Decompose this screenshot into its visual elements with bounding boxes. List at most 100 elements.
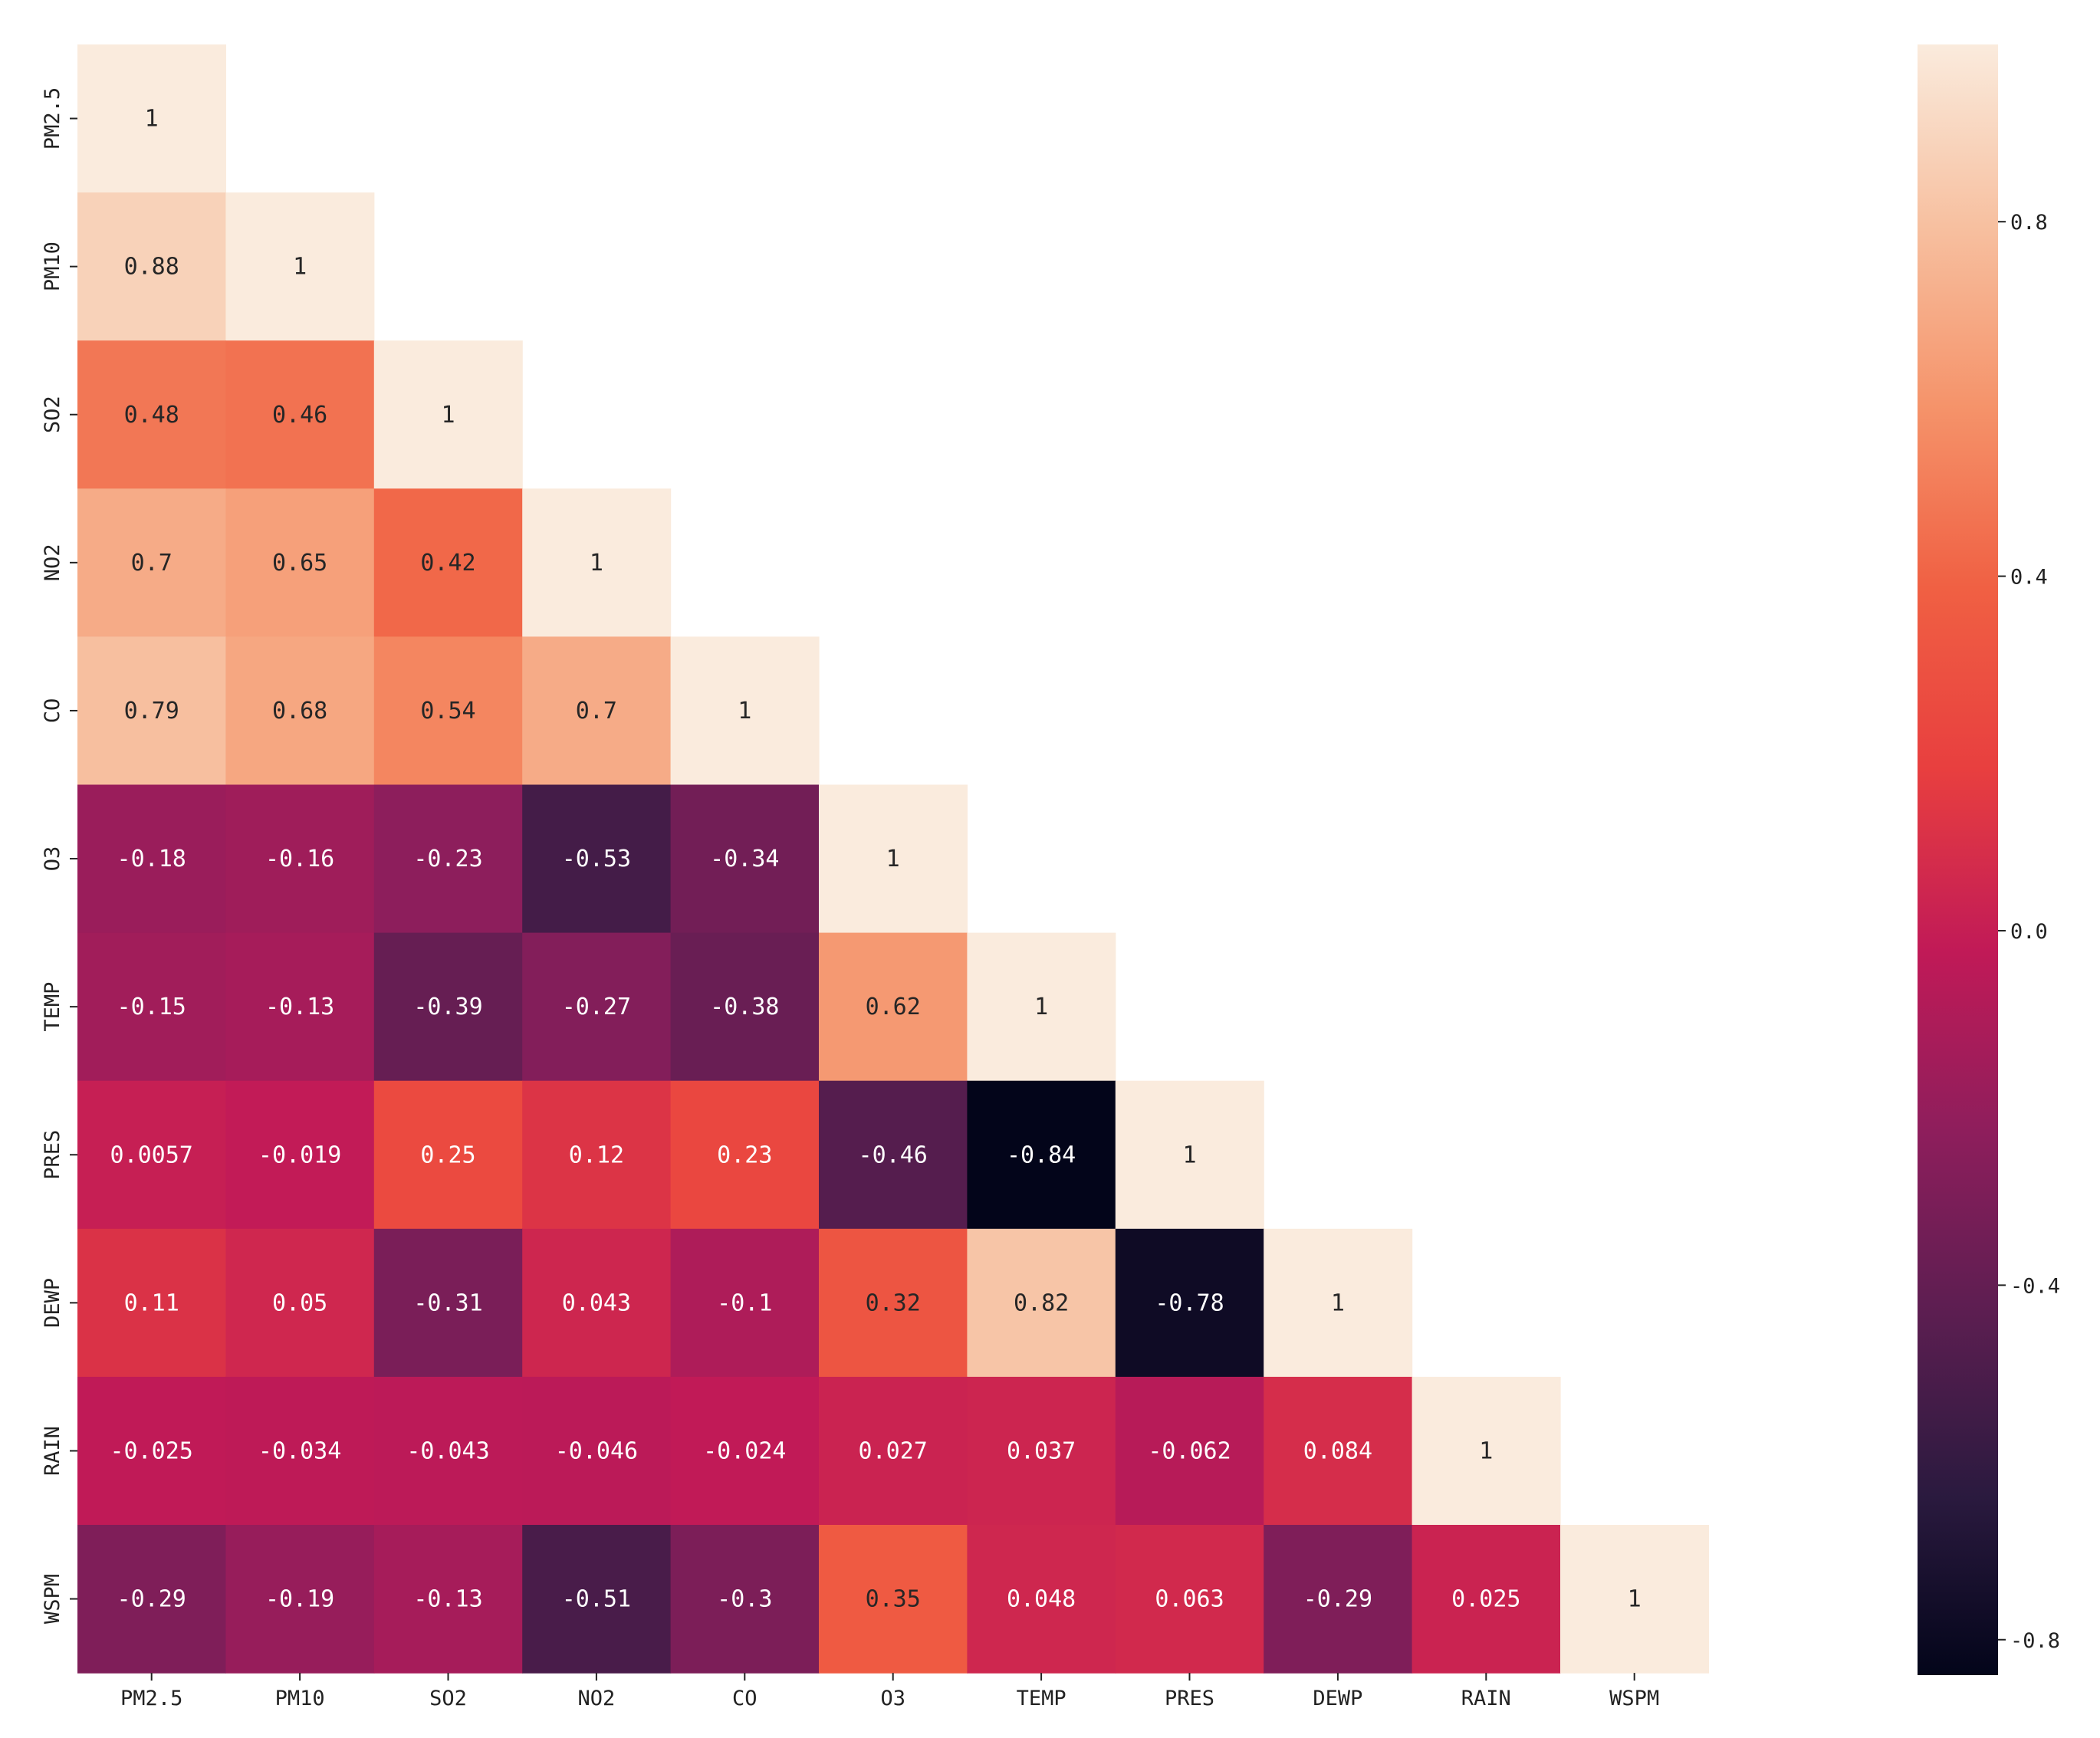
x-tick-label: O3 [880,1687,905,1710]
heatmap-cell [225,784,375,934]
heatmap-cell [522,1228,672,1378]
heatmap-cell [967,932,1116,1082]
colorbar-gradient [1918,44,1998,1675]
heatmap-cell [1412,1376,1561,1526]
heatmap-cell [819,784,968,934]
colorbar-tick-label: 0.8 [2010,211,2048,235]
x-tick-label: TEMP [1017,1687,1066,1710]
cell-annotation: 1 [590,550,603,577]
x-tick-label: RAIN [1461,1687,1511,1710]
heatmap-cell [1412,1525,1561,1674]
heatmap-cell [225,192,375,341]
heatmap-cell [77,1376,226,1526]
cell-annotation: 0.25 [420,1142,475,1168]
heatmap-cell [1264,1228,1413,1378]
cell-annotation: -0.34 [710,846,779,872]
heatmap-cell [225,340,375,489]
y-tick-label: PRES [41,1130,64,1180]
y-tick-label: NO2 [41,544,64,581]
cell-annotation: 0.48 [124,402,179,429]
cell-annotation: 0.65 [272,550,327,577]
x-tick-label: WSPM [1609,1687,1659,1710]
cell-annotation: 1 [145,106,159,133]
cell-annotation: -0.3 [717,1586,772,1613]
y-tick-label: O3 [41,846,64,872]
cell-annotation: 0.42 [420,550,475,577]
cell-annotation: -0.18 [117,846,186,872]
x-tick-label: PM10 [275,1687,325,1710]
cell-annotation: 1 [1479,1437,1493,1464]
cell-annotation: 1 [1331,1290,1345,1316]
x-tick-label: DEWP [1313,1687,1362,1710]
heatmap-cell [967,1376,1116,1526]
cell-annotation: 0.82 [1014,1290,1069,1316]
heatmap-cell [373,932,523,1082]
cell-annotation: 0.88 [124,254,179,281]
cell-annotation: 0.7 [131,550,173,577]
heatmap-cell [522,1376,672,1526]
heatmap-cell [373,636,523,786]
heatmap-cell [522,1080,672,1230]
heatmap-cell [1115,1228,1264,1378]
x-axis-ticks: PM2.5 PM10 SO2 NO2 CO O3 TEMP PRES DEWP RAIN WSPM [120,1673,1659,1710]
cell-annotation: -0.84 [1007,1142,1076,1168]
colorbar-tick-label: -0.8 [2010,1629,2060,1653]
cell-annotation: 0.0057 [110,1142,193,1168]
heatmap-cell [670,1525,820,1674]
heatmap-cell [522,784,672,934]
cell-annotation: -0.29 [117,1586,186,1613]
colorbar-tick-label: -0.4 [2010,1274,2060,1298]
heatmap-cell [819,1525,968,1674]
heatmap-cell [373,1080,523,1230]
cell-annotation: -0.1 [717,1290,772,1316]
cell-annotation: -0.062 [1148,1437,1231,1464]
heatmap-cell [77,1525,226,1674]
heatmap-cell [819,932,968,1082]
heatmap-cells [77,44,1709,1674]
heatmap-cell [522,636,672,786]
heatmap-cell [225,1080,375,1230]
cell-annotation: 1 [1628,1586,1642,1613]
cell-annotation: 0.62 [866,994,921,1020]
cell-annotation: 0.68 [272,698,327,724]
heatmap-cell [670,784,820,934]
x-tick-label: PRES [1165,1687,1214,1710]
y-tick-label: CO [41,698,64,724]
cell-annotation: -0.043 [406,1437,489,1464]
cell-annotation: 1 [1182,1142,1196,1168]
colorbar: 0.8 0.4 0.0 -0.4 -0.8 [1918,44,2060,1675]
cell-annotation: -0.53 [562,846,631,872]
heatmap-cell [77,932,226,1082]
heatmap-cell [373,1228,523,1378]
heatmap-cell [1115,1080,1264,1230]
cell-annotation: 0.32 [866,1290,921,1316]
heatmap-cell [670,932,820,1082]
cell-annotation: 0.79 [124,698,179,724]
heatmap-annotations: 1 0.88 1 0.48 0.46 1 0.7 0.65 0.42 1 0.79 0.68 0.54 0… [110,106,1642,1613]
heatmap-cell [373,340,523,489]
heatmap-cell [819,1080,968,1230]
heatmap-cell [819,1228,968,1378]
cell-annotation: -0.51 [562,1586,631,1613]
cell-annotation: 0.11 [124,1290,179,1316]
heatmap-cell [373,1525,523,1674]
heatmap-cell [225,1525,375,1674]
y-tick-label: DEWP [41,1278,64,1328]
y-tick-label: RAIN [41,1426,64,1476]
x-tick-label: CO [732,1687,758,1710]
heatmap-cell [373,1376,523,1526]
heatmap-cell [373,488,523,637]
heatmap-cell [225,488,375,637]
cell-annotation: -0.025 [110,1437,193,1464]
cell-annotation: 0.037 [1007,1437,1076,1464]
cell-annotation: 0.23 [717,1142,772,1168]
heatmap-cell [1264,1525,1413,1674]
cell-annotation: 1 [738,698,751,724]
y-tick-label: PM10 [41,241,64,291]
heatmap-cell [670,1080,820,1230]
cell-annotation: -0.23 [413,846,482,872]
heatmap-cell [967,1228,1116,1378]
heatmap-cell [1264,1376,1413,1526]
cell-annotation: 0.063 [1155,1586,1224,1613]
